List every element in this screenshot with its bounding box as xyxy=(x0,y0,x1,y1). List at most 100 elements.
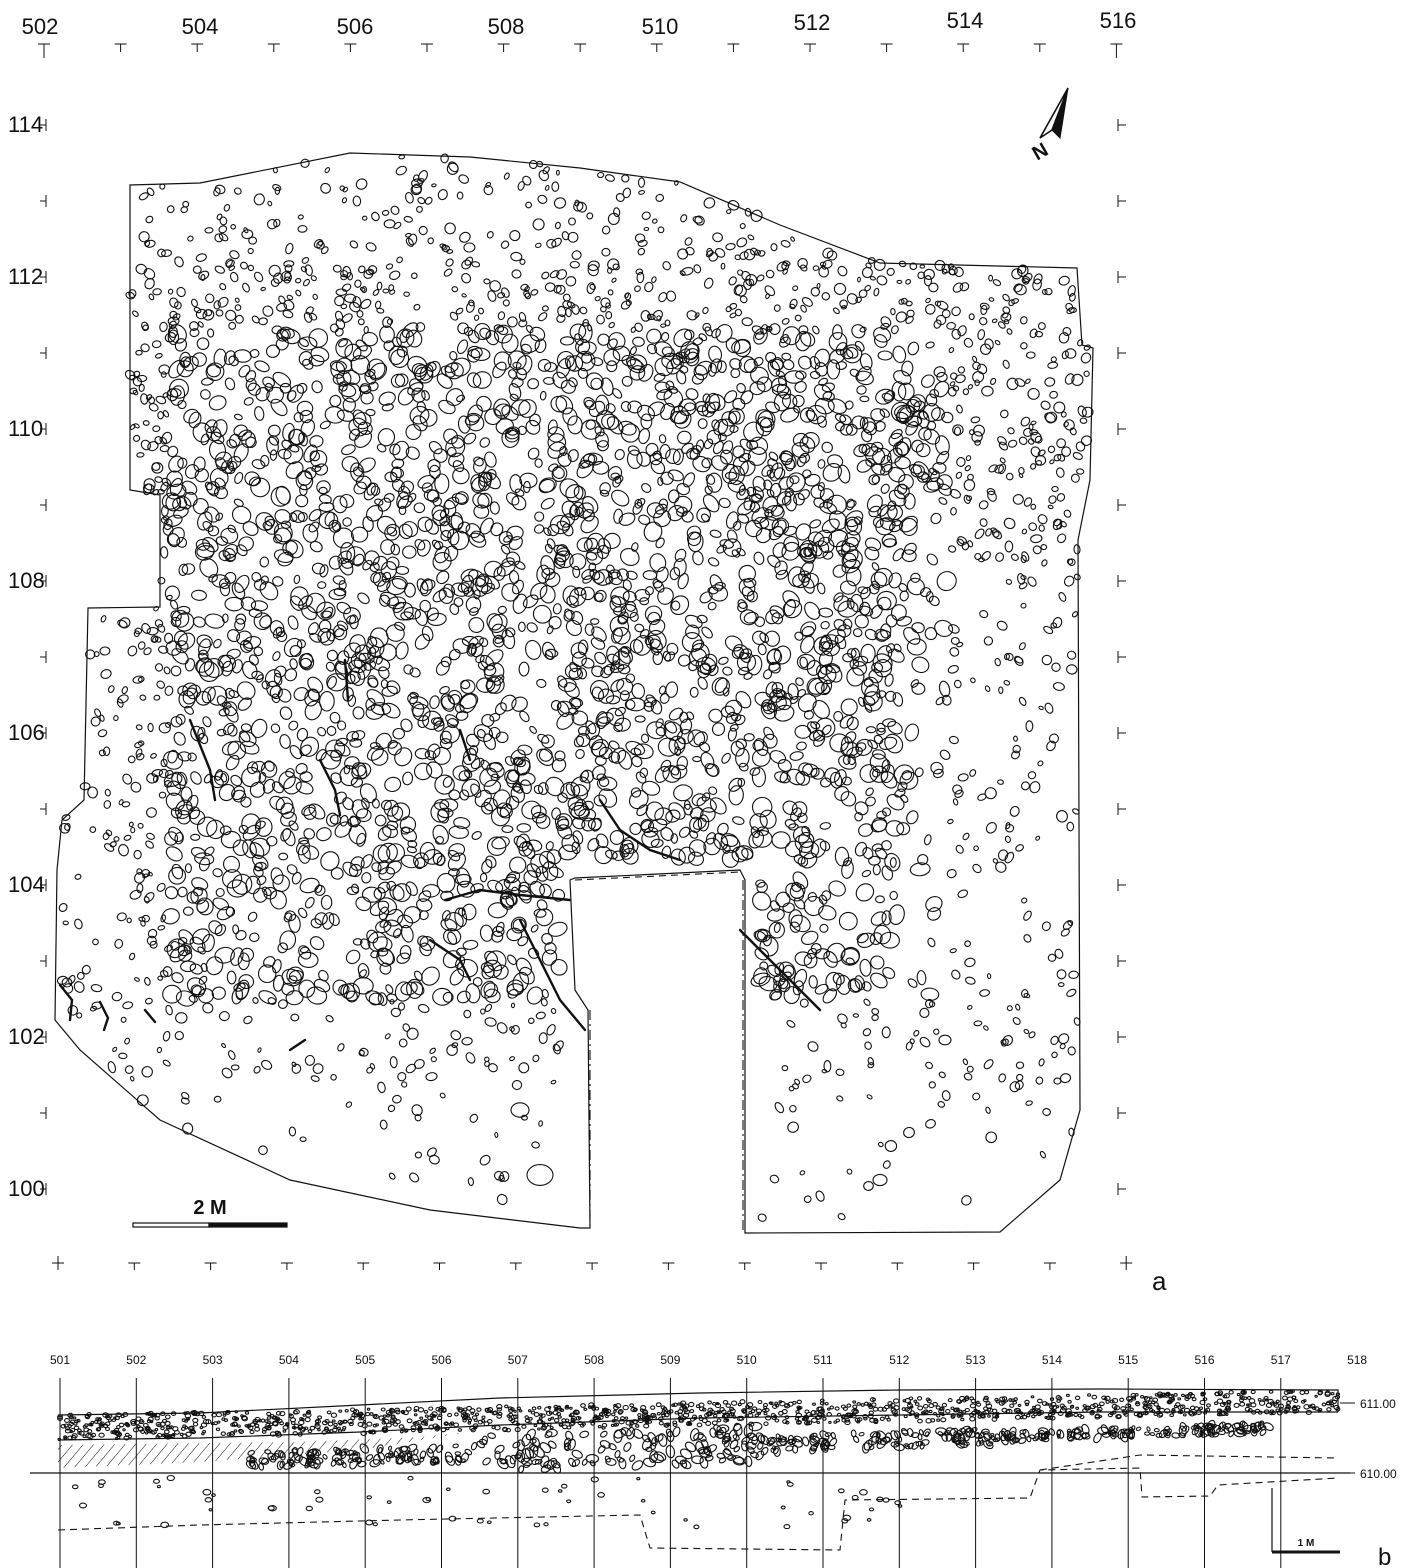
stone xyxy=(365,268,375,276)
stone xyxy=(234,618,246,632)
stone xyxy=(181,563,196,575)
stone xyxy=(673,328,693,348)
stone xyxy=(1023,934,1032,943)
stone xyxy=(408,233,418,246)
stone xyxy=(965,455,972,462)
stone xyxy=(1014,378,1026,387)
gravel-stone xyxy=(98,1432,105,1438)
stone xyxy=(469,1113,479,1123)
gravel-stone xyxy=(372,1423,378,1428)
stone xyxy=(227,724,238,737)
stone xyxy=(599,482,611,495)
gravel-stone xyxy=(1129,1407,1134,1412)
stone xyxy=(1037,760,1044,767)
stone xyxy=(978,557,985,563)
stone xyxy=(252,997,259,1004)
stone xyxy=(242,282,250,293)
stone xyxy=(478,472,492,492)
stone xyxy=(272,959,282,974)
stone xyxy=(962,832,970,841)
stone xyxy=(738,762,749,772)
stone xyxy=(397,1002,406,1011)
gravel-stone xyxy=(369,1412,374,1416)
gravel-stone xyxy=(549,1425,554,1430)
stone xyxy=(313,978,331,993)
gravel-stone xyxy=(914,1402,920,1407)
stone xyxy=(570,642,587,659)
stone xyxy=(264,382,274,392)
stone xyxy=(465,596,482,613)
stone xyxy=(587,264,599,277)
stone xyxy=(729,358,742,370)
stone xyxy=(974,552,982,561)
stone xyxy=(434,546,450,564)
gravel-stone xyxy=(1184,1394,1190,1399)
stone xyxy=(346,730,359,742)
stone xyxy=(638,428,651,445)
stone xyxy=(879,517,896,531)
stone xyxy=(728,276,737,286)
stone xyxy=(644,605,663,623)
stone xyxy=(763,479,773,491)
stone xyxy=(1038,705,1044,711)
stone xyxy=(238,974,255,990)
gravel-stone xyxy=(986,1407,992,1412)
stone xyxy=(338,557,354,576)
stone xyxy=(662,651,671,662)
stone xyxy=(535,866,549,882)
stone xyxy=(816,582,826,595)
stone xyxy=(634,623,645,633)
stone xyxy=(318,494,332,505)
stone xyxy=(739,460,756,477)
stone xyxy=(703,197,716,209)
stone xyxy=(859,395,870,403)
stone xyxy=(177,944,191,957)
stone xyxy=(425,1072,438,1082)
stone xyxy=(738,564,756,583)
stone xyxy=(654,341,673,358)
gravel-stone xyxy=(200,1422,208,1428)
stone xyxy=(170,716,183,728)
gravel-stone xyxy=(205,1419,212,1425)
stone xyxy=(379,919,389,928)
stone xyxy=(572,565,581,579)
stone xyxy=(935,435,950,456)
stone xyxy=(974,439,981,446)
stone xyxy=(236,544,248,557)
stone xyxy=(308,803,326,820)
stone xyxy=(772,519,787,538)
stone xyxy=(268,264,281,277)
stone xyxy=(1023,1028,1030,1035)
stone xyxy=(463,326,474,336)
stone xyxy=(951,969,961,980)
stone xyxy=(295,289,302,297)
grid-label-112: 112 xyxy=(8,264,43,289)
stone xyxy=(403,664,414,675)
stone xyxy=(681,266,694,276)
stone xyxy=(269,795,285,811)
stone xyxy=(143,483,153,496)
stone xyxy=(196,897,214,916)
stone xyxy=(297,225,308,233)
stone xyxy=(1072,808,1080,815)
stone xyxy=(667,469,684,482)
gravel-stone xyxy=(1017,1403,1022,1407)
stone xyxy=(358,457,376,473)
stone xyxy=(577,367,589,379)
stone xyxy=(948,735,959,745)
stone xyxy=(569,504,581,521)
stone xyxy=(967,384,974,390)
stone xyxy=(781,1065,789,1072)
stone xyxy=(483,278,491,285)
stone xyxy=(597,711,614,724)
stone xyxy=(601,413,620,431)
stone xyxy=(971,431,983,443)
stone xyxy=(856,459,873,473)
stone xyxy=(614,717,631,732)
stone xyxy=(168,866,187,885)
stone xyxy=(107,685,115,693)
stone xyxy=(876,630,892,641)
grid-label-104: 104 xyxy=(8,872,45,897)
gravel-stone xyxy=(292,1410,298,1415)
stone xyxy=(403,906,422,924)
